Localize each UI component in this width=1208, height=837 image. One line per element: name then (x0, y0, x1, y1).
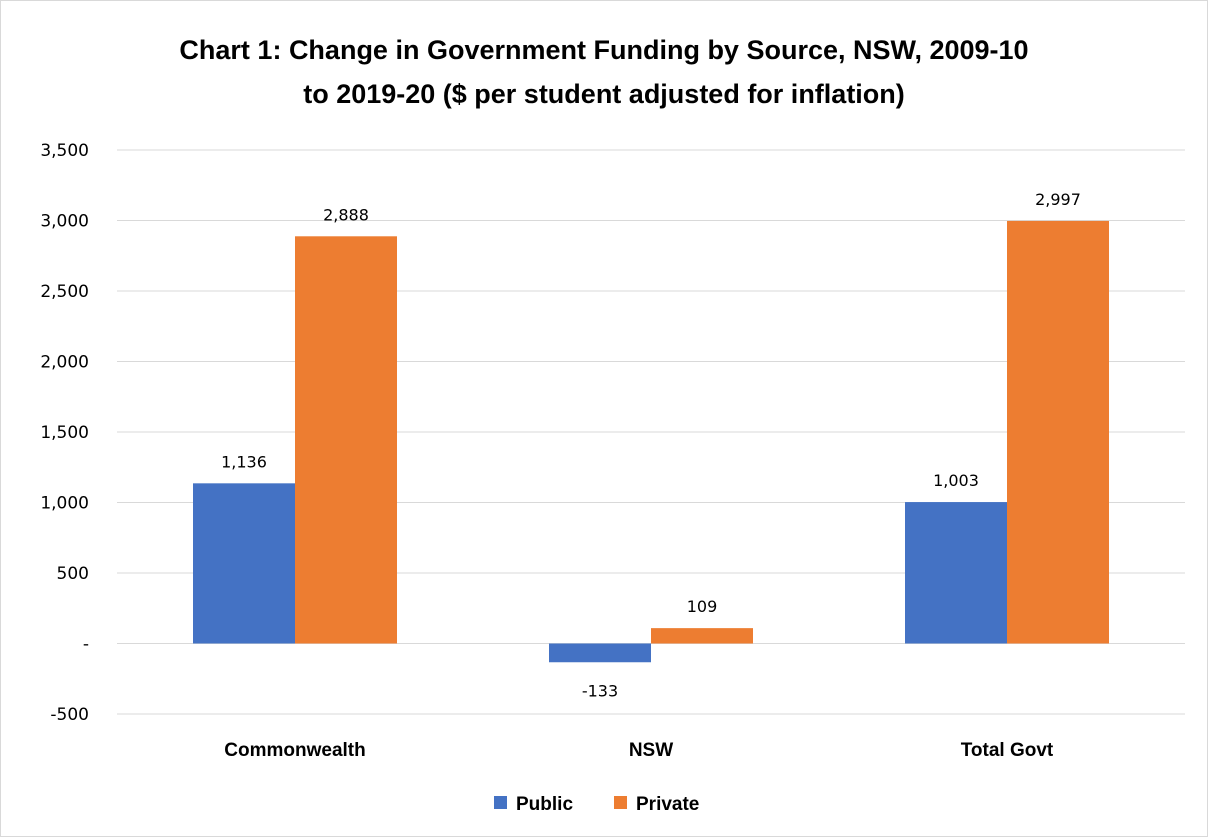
legend: Public Private (494, 794, 699, 815)
y-tick-label: 3,500 (40, 141, 89, 161)
data-label: 1,136 (221, 452, 267, 471)
bar-private (651, 628, 753, 644)
data-label: 2,888 (323, 205, 369, 224)
legend-label-private: Private (636, 794, 699, 815)
y-tick-label: - (83, 635, 89, 655)
y-tick-label: 1,000 (40, 494, 89, 514)
y-tick-label: -500 (50, 705, 89, 725)
y-tick-label: 2,000 (40, 353, 89, 373)
y-tick-label: 1,500 (40, 423, 89, 443)
chart-title-line-2: to 2019-20 ($ per student adjusted for i… (303, 79, 905, 109)
bar-private (1007, 220, 1109, 644)
data-label: 1,003 (933, 471, 979, 490)
bars (193, 220, 1109, 663)
x-category-label: NSW (629, 740, 673, 761)
bar-public (193, 483, 295, 644)
chart-title-line-1: Chart 1: Change in Government Funding by… (179, 35, 1028, 65)
data-labels: 1,136 2,888 -133 109 1,003 2,997 (221, 190, 1081, 700)
category-labels: Commonwealth NSW Total Govt (224, 740, 1054, 761)
bar-private (295, 236, 397, 644)
bar-public (905, 502, 1007, 644)
bar-public (549, 643, 651, 663)
data-label: -133 (582, 681, 618, 700)
y-tick-label: 2,500 (40, 282, 89, 302)
data-label: 109 (687, 597, 718, 616)
y-tick-label: 3,000 (40, 212, 89, 232)
y-tick-label: 500 (57, 564, 89, 584)
legend-swatch-public (494, 796, 507, 809)
legend-swatch-private (614, 796, 627, 809)
legend-label-public: Public (516, 794, 573, 815)
x-category-label: Total Govt (961, 740, 1054, 761)
data-label: 2,997 (1035, 190, 1081, 209)
x-category-label: Commonwealth (224, 740, 365, 761)
